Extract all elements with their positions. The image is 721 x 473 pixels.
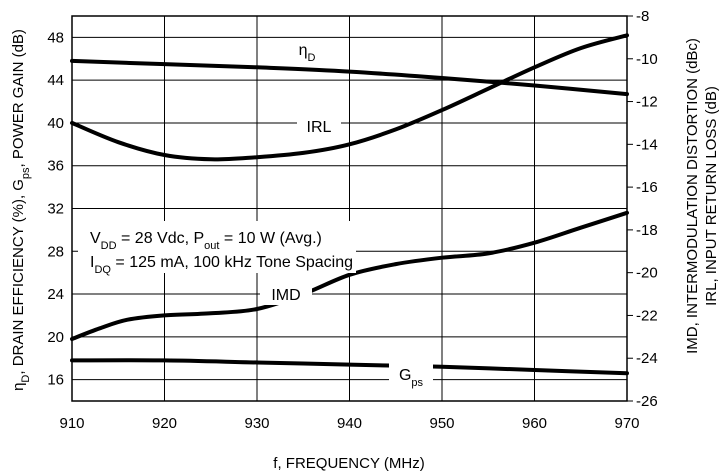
y-tick-label-right: -20	[636, 265, 658, 282]
y-tick-label-left: 28	[47, 243, 64, 260]
conditions-line-1: VDD = 28 Vdc, Pout = 10 W (Avg.)	[90, 230, 322, 252]
x-tick-label: 920	[152, 415, 177, 432]
plot-frame	[71, 15, 628, 402]
y-axis-title-left: ηD, DRAIN EFFICIENCY (%), Gps, POWER GAI…	[10, 29, 32, 391]
x-tick-label: 910	[59, 415, 84, 432]
series-label-imd: IMD	[271, 287, 300, 304]
y-tick-label-left: 44	[47, 72, 64, 89]
y-tick-label-left: 36	[47, 158, 64, 175]
series-label-irl: IRL	[307, 119, 332, 136]
y-tick-label-right: -10	[636, 51, 658, 68]
x-tick-label: 930	[244, 415, 269, 432]
tick-labels: 910 920 930 940 950 960 970 16 20 24 28 32 36 40 44 48 -…	[47, 8, 657, 432]
x-axis-title: f, FREQUENCY (MHz)	[273, 455, 424, 472]
series-line-ηd	[70, 58, 629, 97]
conditions-box: VDD = 28 Vdc, Pout = 10 W (Avg.) IDQ = 1…	[78, 221, 356, 276]
series-label-mask	[260, 283, 312, 305]
x-tick-label: 940	[337, 415, 362, 432]
y-axis-title-right-2: IRL, INPUT RETURN LOSS (dB)	[703, 86, 720, 306]
y-tick-label-right: -14	[636, 136, 658, 153]
y-tick-label-right: -12	[636, 94, 658, 111]
y-tick-label-left: 20	[47, 329, 64, 346]
conditions-mask	[78, 221, 356, 273]
grid	[72, 15, 633, 402]
y-tick-label-left: 48	[47, 29, 64, 46]
series-label-mask	[285, 38, 329, 60]
x-tick-label: 970	[614, 415, 639, 432]
y-tick-label-right: -24	[636, 350, 658, 367]
conditions-line-2: IDQ = 125 mA, 100 kHz Tone Spacing	[90, 254, 353, 276]
x-tick-label: 960	[522, 415, 547, 432]
series-labels: ηD IRL IMD Gps	[260, 38, 433, 389]
y-tick-label-left: 16	[47, 372, 64, 389]
y-tick-label-right: -22	[636, 307, 658, 324]
y-tick-label-right: -18	[636, 222, 658, 239]
y-tick-label-left: 24	[47, 286, 64, 303]
y-tick-label-right: -26	[636, 393, 658, 410]
series-line-imd	[70, 210, 629, 341]
series-label-mask	[389, 363, 433, 385]
series-label-mask	[297, 115, 341, 137]
y-tick-label-left: 40	[47, 115, 64, 132]
curves	[70, 33, 629, 376]
series-line-gps	[70, 358, 629, 376]
y-tick-label-left: 32	[47, 201, 64, 218]
y-tick-label-right: -16	[636, 179, 658, 196]
y-tick-label-right: -8	[636, 8, 649, 25]
x-tick-label: 950	[429, 415, 454, 432]
series-line-irl	[70, 33, 629, 162]
series-label-ηd: ηD	[299, 42, 316, 64]
series-label-gps: Gps	[399, 367, 424, 389]
y-axis-title-right-1: IMD, INTERMODULATION DISTORTION (dBc)	[684, 38, 701, 354]
